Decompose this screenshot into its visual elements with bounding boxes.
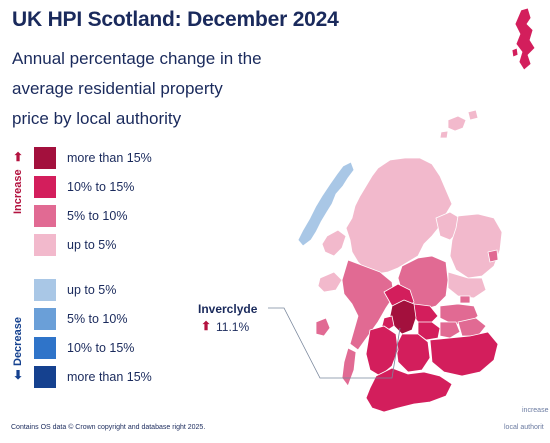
region-borders <box>429 331 499 377</box>
subtitle-line-2: average residential property <box>12 79 223 98</box>
legend-label-increase-0-5: up to 5% <box>67 238 117 252</box>
region-skye <box>321 229 347 257</box>
region-highland <box>345 157 453 275</box>
edge-label-increase: increase <box>522 407 549 414</box>
region-kintyre <box>341 347 357 387</box>
region-ayrshire <box>365 325 399 377</box>
region-orkney-islet-2 <box>439 130 449 139</box>
region-dumfries-galloway <box>365 367 453 413</box>
legend-swatch-decrease-10-15 <box>34 337 56 359</box>
legend-swatch-increase-10-15 <box>34 176 56 198</box>
legend-swatch-decrease-5-10 <box>34 308 56 330</box>
region-aberdeen-city <box>487 249 499 263</box>
region-falkirk <box>411 303 439 325</box>
callout-leader-line <box>268 307 401 379</box>
subtitle-line-3: price by local authority <box>12 109 182 128</box>
region-dundee <box>459 295 471 304</box>
legend-label-decrease-5-10: 5% to 10% <box>67 312 128 326</box>
copyright-footer: Contains OS data © Crown copyright and d… <box>11 424 206 431</box>
legend-label-decrease-15plus: more than 15% <box>67 370 152 384</box>
region-shetland <box>514 7 536 71</box>
region-angus <box>447 271 487 299</box>
legend-label-decrease-0-5: up to 5% <box>67 283 117 297</box>
subtitle-line-1: Annual percentage change in the <box>12 49 262 68</box>
callout-increase-arrow-icon: ⬆ <box>201 319 212 333</box>
page-title: UK HPI Scotland: December 2024 <box>12 8 339 31</box>
edge-label-local-authority: local authorit <box>504 424 544 431</box>
region-lanarkshire <box>395 333 431 373</box>
legend-label-increase-5-10: 5% to 10% <box>67 209 128 223</box>
legend-swatch-increase-15plus <box>34 147 56 169</box>
region-shetland-islet <box>511 47 519 58</box>
legend-swatch-increase-0-5 <box>34 234 56 256</box>
increase-arrow-icon: ⬆ <box>13 150 24 164</box>
decrease-arrow-icon: ⬇ <box>13 368 24 382</box>
callout-name: Inverclyde <box>198 302 258 316</box>
region-western-isles <box>297 161 355 247</box>
region-east-lothian <box>457 317 487 337</box>
region-mull <box>317 271 343 293</box>
region-orkney-islet <box>467 109 479 121</box>
region-edinburgh <box>439 321 461 339</box>
region-orkney <box>447 115 467 132</box>
legend-swatch-decrease-15plus <box>34 366 56 388</box>
legend-label-increase-10-15: 10% to 15% <box>67 180 135 194</box>
region-argyll-bute <box>341 259 395 351</box>
region-islay <box>315 317 331 337</box>
legend-label-increase-15plus: more than 15% <box>67 151 152 165</box>
legend-label-decrease-10-15: 10% to 15% <box>67 341 135 355</box>
legend-swatch-decrease-0-5 <box>34 279 56 301</box>
region-aberdeenshire <box>449 213 503 279</box>
region-glasgow <box>389 299 417 335</box>
legend-swatch-increase-5-10 <box>34 205 56 227</box>
callout-value: 11.1% <box>216 320 250 334</box>
